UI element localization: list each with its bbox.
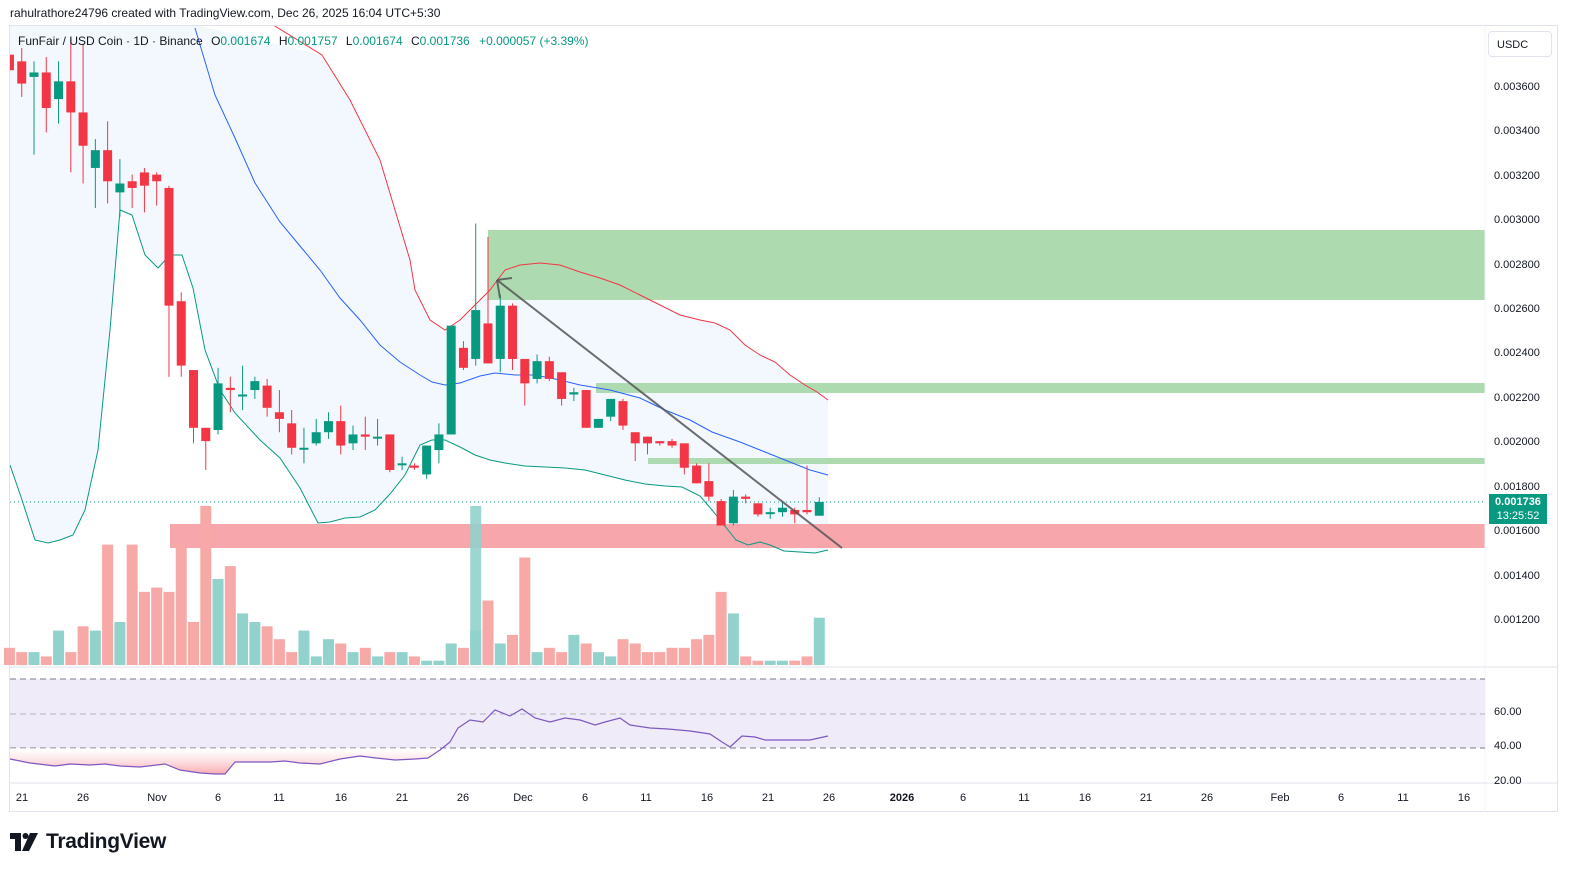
time-tick: 21	[15, 792, 29, 804]
low-value: 0.001674	[352, 34, 403, 48]
symbol-title[interactable]: FunFair / USD Coin · 1D · Binance	[18, 34, 203, 48]
price-tick: 0.003000	[1494, 214, 1540, 227]
rsi-indicator	[9, 678, 1485, 775]
bollinger-band-lines	[10, 26, 829, 554]
price-zones	[170, 230, 1485, 548]
price-tick: 0.002200	[1494, 391, 1540, 404]
supply-zone-top[interactable]	[488, 230, 1485, 300]
brand-name: TradingView	[46, 830, 167, 853]
price-tick: 0.001800	[1494, 480, 1540, 493]
time-tick: Nov	[147, 792, 167, 804]
time-tick: 6	[1337, 792, 1345, 804]
volume-bars	[3, 505, 825, 665]
time-tick: Feb	[1270, 792, 1290, 804]
bar-countdown: 13:25:52	[1496, 510, 1540, 522]
supply-zone-mid[interactable]	[596, 383, 1485, 393]
time-tick: 26	[76, 792, 90, 804]
time-tick: 26	[456, 792, 470, 804]
time-tick: 21	[761, 792, 775, 804]
time-tick: 11	[640, 792, 652, 804]
currency-button[interactable]: USDC	[1488, 31, 1552, 57]
high-value: 0.001757	[287, 34, 338, 48]
price-tick: 0.002600	[1494, 303, 1540, 316]
time-tick: 26	[1200, 792, 1214, 804]
change-value: +0.000057 (+3.39%)	[479, 34, 589, 48]
time-tick: 11	[273, 792, 285, 804]
rsi-tick: 40.00	[1494, 740, 1522, 753]
rsi-tick: 60.00	[1494, 705, 1522, 718]
time-tick: 11	[1397, 792, 1409, 804]
time-tick: Dec	[513, 792, 533, 804]
time-tick: 16	[1078, 792, 1092, 804]
trendline-drawing[interactable]	[496, 277, 843, 549]
time-tick: 6	[959, 792, 967, 804]
last-price-label: 0.001736 13:25:52	[1489, 494, 1547, 524]
time-tick: 6	[214, 792, 222, 804]
time-tick: 11	[1018, 792, 1030, 804]
symbol-legend: FunFair / USD Coin · 1D · Binance O0.001…	[18, 34, 589, 48]
high-label: H	[278, 34, 288, 48]
time-tick: 21	[1139, 792, 1153, 804]
time-tick: 6	[581, 792, 589, 804]
price-tick: 0.001200	[1494, 613, 1540, 626]
time-tick: 21	[395, 792, 409, 804]
time-tick: 26	[822, 792, 836, 804]
last-price-value: 0.001736	[1495, 496, 1541, 508]
time-tick: 16	[334, 792, 348, 804]
supply-zone-low[interactable]	[648, 458, 1485, 464]
tradingview-logo[interactable]: TradingView	[10, 830, 166, 854]
tradingview-logo-icon	[10, 833, 38, 851]
open-label: O	[211, 34, 221, 48]
low-label: L	[345, 34, 353, 48]
price-tick: 0.003200	[1494, 169, 1540, 182]
close-value: 0.001736	[419, 34, 470, 48]
candlesticks	[10, 39, 824, 526]
price-tick: 0.003600	[1494, 81, 1540, 93]
time-tick: 16	[700, 792, 714, 804]
chart-credit: rahulrathore24796 created with TradingVi…	[10, 6, 441, 20]
open-value: 0.001674	[220, 34, 271, 48]
price-tick: 0.001400	[1494, 569, 1540, 582]
rsi-tick: 20.00	[1494, 774, 1522, 787]
price-tick: 0.003400	[1494, 125, 1540, 138]
price-tick: 0.002400	[1494, 347, 1540, 360]
time-tick: 16	[1457, 792, 1471, 804]
price-tick: 0.002800	[1494, 258, 1540, 271]
price-tick: 0.002000	[1494, 436, 1540, 449]
time-tick: 2026	[889, 792, 915, 804]
price-tick: 0.001600	[1494, 525, 1540, 538]
close-label: C	[411, 34, 420, 48]
